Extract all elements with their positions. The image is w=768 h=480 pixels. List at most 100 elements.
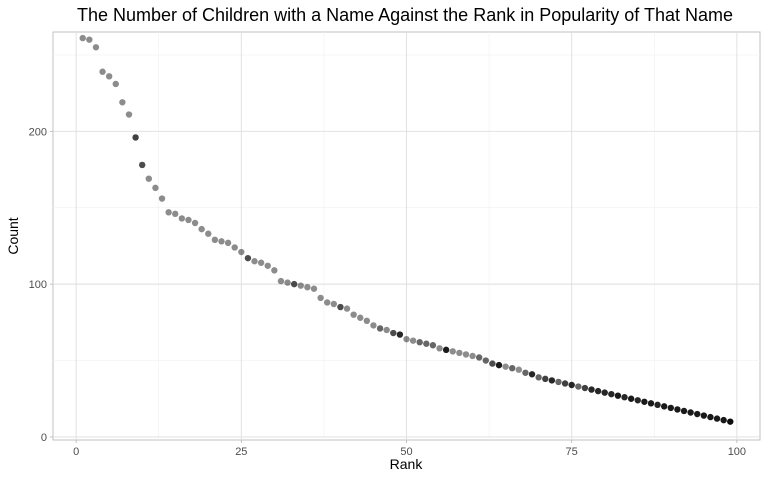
data-point [390, 329, 397, 337]
chart-title: The Number of Children with a Name Again… [77, 5, 733, 25]
data-point [99, 68, 106, 75]
data-point [522, 369, 529, 376]
data-point [654, 401, 661, 409]
data-point [588, 386, 595, 393]
data-point [608, 390, 615, 398]
data-point [125, 111, 133, 118]
data-point [383, 326, 390, 334]
data-point [403, 335, 410, 343]
data-point [634, 397, 641, 404]
x-tick-label: 25 [235, 446, 247, 458]
x-axis-label: Rank [390, 456, 424, 472]
data-point [436, 345, 443, 352]
data-point [568, 381, 575, 389]
y-tick-label: 200 [29, 126, 47, 138]
data-point [119, 99, 126, 106]
data-point [449, 348, 456, 355]
data-point [462, 351, 470, 358]
data-point [667, 404, 674, 412]
data-point [231, 244, 238, 251]
data-point [185, 216, 192, 224]
data-point [370, 322, 377, 329]
data-point [191, 219, 199, 227]
data-point [423, 340, 430, 347]
data-point [575, 383, 582, 390]
data-point [330, 300, 338, 308]
data-point [687, 409, 694, 416]
x-tick-label: 0 [73, 446, 79, 458]
data-point [112, 80, 119, 88]
data-point [257, 259, 265, 266]
data-point [284, 279, 291, 286]
grid-major [53, 32, 760, 440]
data-point [674, 406, 681, 413]
data-point [720, 416, 727, 424]
data-point [542, 375, 549, 383]
data-point [251, 258, 258, 265]
data-point [456, 349, 463, 357]
data-point [515, 366, 523, 373]
y-tick-label: 100 [29, 279, 47, 291]
y-axis-ticks: 0 100 200 [29, 126, 53, 444]
data-point [105, 73, 113, 80]
data-point [482, 357, 489, 364]
data-point [694, 410, 701, 418]
x-axis-ticks: 0 25 50 75 100 [73, 440, 746, 458]
data-point [165, 209, 172, 216]
data-point [211, 236, 219, 244]
data-point [317, 294, 324, 302]
data-point [680, 407, 688, 415]
data-point [707, 413, 714, 421]
data-point [409, 337, 417, 344]
data-point [198, 225, 205, 233]
data-point [475, 354, 483, 361]
y-axis-label: Count [5, 217, 21, 254]
data-point [561, 380, 569, 387]
data-point [363, 317, 371, 325]
data-point [178, 215, 186, 222]
data-point [152, 184, 159, 192]
data-point [92, 44, 100, 51]
data-point [271, 267, 278, 274]
data-point [713, 415, 721, 422]
data-point [495, 361, 503, 369]
data-point [238, 248, 245, 256]
data-point [304, 283, 311, 291]
data-point [337, 303, 344, 311]
data-point [324, 299, 331, 306]
data-point [139, 161, 146, 169]
x-tick-label: 75 [566, 446, 578, 458]
data-point [357, 314, 364, 321]
data-point [660, 403, 668, 410]
data-point [555, 378, 562, 386]
data-point [535, 374, 542, 381]
data-point [429, 342, 437, 349]
data-point [502, 363, 509, 370]
data-point [727, 418, 734, 425]
data-point [627, 395, 635, 402]
data-point [614, 392, 622, 399]
data-point [218, 238, 225, 245]
data-point [343, 305, 351, 312]
data-points [79, 34, 734, 425]
data-point [145, 175, 153, 182]
data-point [132, 134, 139, 141]
data-point [528, 371, 536, 378]
data-point [581, 384, 589, 392]
data-point [310, 285, 318, 292]
data-point [700, 412, 708, 419]
data-point [641, 398, 648, 405]
data-point [396, 331, 404, 338]
data-point [509, 364, 516, 372]
data-point [158, 195, 166, 202]
data-point [376, 325, 384, 332]
data-point [489, 360, 496, 367]
data-point [172, 210, 179, 218]
data-point [548, 377, 556, 384]
data-point [205, 230, 212, 237]
data-point [647, 400, 655, 407]
data-point [601, 389, 608, 396]
data-point [297, 282, 304, 289]
y-tick-label: 0 [41, 432, 47, 444]
